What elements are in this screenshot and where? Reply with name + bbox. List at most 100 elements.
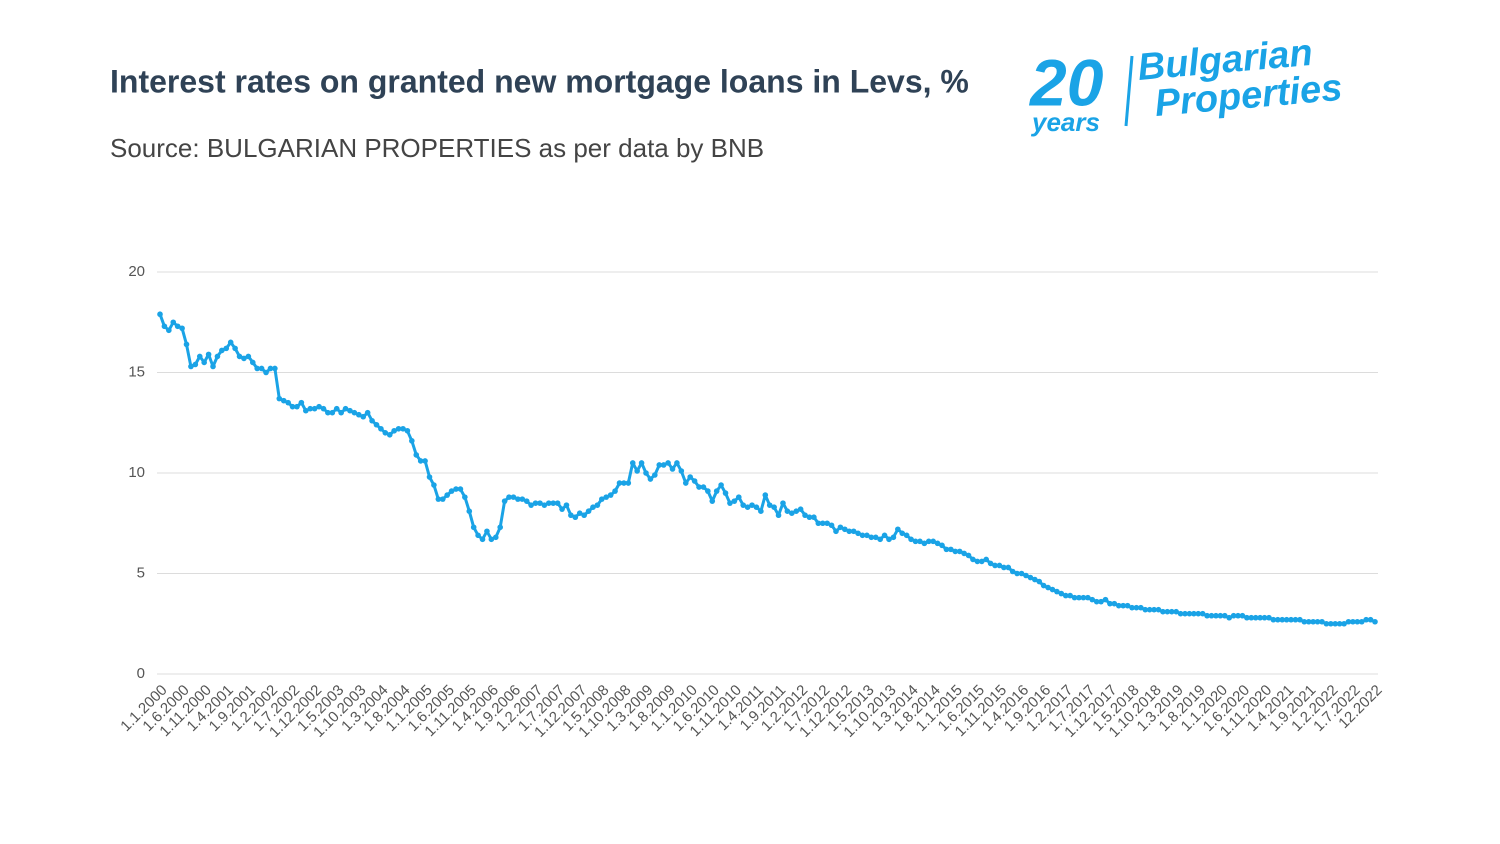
data-point [634,468,640,474]
data-point [855,530,861,537]
data-point [333,405,340,412]
data-point [1071,594,1078,601]
data-point [819,520,826,527]
data-point [510,494,517,500]
data-point [506,494,512,500]
data-point [621,480,627,486]
data-point [952,548,959,555]
data-point [289,403,296,410]
data-point [1305,618,1312,625]
data-point [316,403,322,410]
data-point [439,496,446,502]
data-point [179,325,185,332]
data-point [881,532,888,539]
data-point [872,534,879,541]
data-point [1328,620,1334,627]
data-point [749,502,755,508]
data-point [409,438,415,444]
data-point [1009,568,1016,575]
data-point [1133,604,1140,611]
data-point [859,532,866,539]
data-point [1062,592,1069,599]
data-point [1089,596,1096,603]
data-point [789,510,795,516]
data-point [731,498,738,504]
data-line [158,313,1376,626]
data-point [1270,616,1277,623]
data-point [837,524,844,531]
data-point [793,508,800,514]
data-point [1297,616,1303,623]
data-point [612,488,618,494]
data-point [1204,612,1210,619]
data-point [1323,620,1330,627]
data-point [382,430,389,436]
y-tick-label: 15 [128,363,145,380]
data-point [263,369,269,376]
data-point [161,323,168,330]
data-point [961,550,967,557]
data-point [1018,570,1025,577]
data-point [1288,616,1294,623]
data-point [1129,604,1135,611]
data-point [1332,620,1339,627]
data-point [930,538,936,545]
data-point [1098,598,1104,605]
data-point [1199,610,1206,617]
data-point [1372,618,1378,625]
data-point [1085,594,1091,601]
data-point [1208,612,1215,619]
data-point [705,488,711,494]
data-point [842,526,848,533]
data-point [466,508,473,514]
data-point [599,496,605,502]
data-point [1261,614,1268,621]
data-point [1177,610,1184,617]
data-point [1279,616,1286,623]
data-point [541,502,548,508]
data-point [996,562,1003,569]
data-point [1142,606,1149,613]
data-point [272,365,278,372]
data-point [1239,612,1246,619]
data-point [903,532,910,539]
data-point [1341,620,1347,627]
data-point [1138,604,1144,611]
data-point [528,502,534,508]
data-point [492,534,499,541]
data-point [431,482,437,488]
data-point [1345,618,1352,625]
data-point [170,319,177,326]
data-point [1164,608,1171,615]
data-point [987,560,994,567]
chart-title: Interest rates on granted new mortgage l… [110,63,969,99]
data-point [391,427,397,434]
data-point [828,522,835,529]
data-point [921,540,928,547]
data-point [939,542,945,549]
data-point [1054,588,1060,595]
data-point [501,498,508,504]
data-point [603,494,610,500]
data-point [559,506,565,512]
data-point [1283,616,1290,623]
data-point [886,536,892,543]
data-point [364,409,371,416]
data-point [166,327,172,334]
data-point [775,512,782,519]
data-point [691,478,698,484]
data-point [638,460,645,466]
data-point [1275,616,1281,623]
data-point [687,474,693,480]
data-point [956,548,963,555]
data-point [285,399,291,406]
data-point [1358,618,1365,625]
data-point [846,528,853,535]
data-point [1080,594,1087,601]
data-point [1067,592,1073,599]
data-point [1049,586,1056,593]
data-point [1032,576,1038,583]
data-point [607,492,614,498]
data-point [992,562,998,569]
